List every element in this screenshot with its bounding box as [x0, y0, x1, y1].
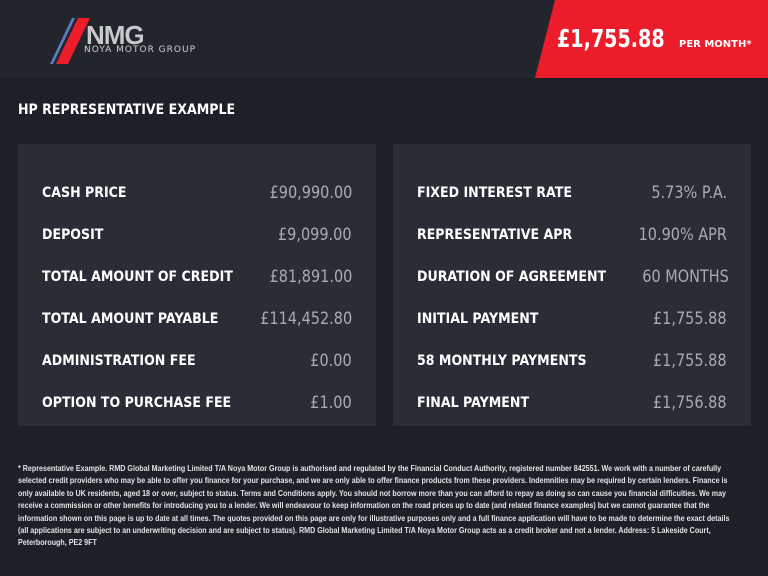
finance-value: £9,099.00	[278, 225, 352, 245]
finance-row: TOTAL AMOUNT PAYABLE £114,452.80	[18, 298, 376, 340]
finance-label: INITIAL PAYMENT	[417, 311, 539, 327]
finance-row: FINAL PAYMENT £1,756.88	[393, 382, 751, 424]
finance-label: DURATION OF AGREEMENT	[417, 269, 607, 285]
logo-subtext: NOYA MOTOR GROUP	[84, 45, 197, 55]
finance-label: REPRESENTATIVE APR	[417, 227, 573, 243]
logo-stripes-icon	[50, 18, 90, 64]
finance-label: CASH PRICE	[42, 185, 127, 201]
finance-value: 10.90% APR	[638, 225, 727, 245]
finance-value: £1,756.88	[653, 393, 727, 413]
header-bar: NMG NOYA MOTOR GROUP £1,755.88 PER MONTH…	[0, 0, 768, 78]
finance-label: OPTION TO PURCHASE FEE	[42, 395, 232, 411]
finance-row: CASH PRICE £90,990.00	[18, 172, 376, 214]
finance-value: £1.00	[310, 393, 352, 413]
finance-value: £90,990.00	[269, 183, 352, 203]
finance-label: TOTAL AMOUNT OF CREDIT	[42, 269, 233, 285]
logo-text: NMG	[86, 20, 145, 50]
finance-row: DEPOSIT £9,099.00	[18, 214, 376, 256]
finance-row: DURATION OF AGREEMENT 60 MONTHS	[393, 256, 751, 298]
finance-value: 60 MONTHS	[642, 267, 729, 287]
finance-value: £1,755.88	[653, 309, 727, 329]
finance-label: TOTAL AMOUNT PAYABLE	[42, 311, 219, 327]
finance-row: INITIAL PAYMENT £1,755.88	[393, 298, 751, 340]
logo[interactable]: NMG NOYA MOTOR GROUP	[46, 14, 226, 64]
finance-label: ADMINISTRATION FEE	[42, 353, 196, 369]
finance-row: OPTION TO PURCHASE FEE £1.00	[18, 382, 376, 424]
section-title: HP REPRESENTATIVE EXAMPLE	[18, 102, 236, 118]
finance-label: FIXED INTEREST RATE	[417, 185, 572, 201]
finance-value: £81,891.00	[269, 267, 352, 287]
finance-label: FINAL PAYMENT	[417, 395, 530, 411]
left-finance-panel: CASH PRICE £90,990.00 DEPOSIT £9,099.00 TOTA…	[18, 144, 376, 426]
finance-value: £0.00	[310, 351, 352, 371]
finance-label: 58 MONTHLY PAYMENTS	[417, 353, 587, 369]
finance-row: REPRESENTATIVE APR 10.90% APR	[393, 214, 751, 256]
monthly-price-banner: £1,755.88 PER MONTH*	[535, 0, 768, 78]
disclaimer-text: * Representative Example. RMD Global Mar…	[18, 463, 730, 548]
per-month-label: PER MONTH*	[679, 39, 752, 50]
right-finance-panel: FIXED INTEREST RATE 5.73% P.A. REPRESENTAT…	[393, 144, 751, 426]
finance-value: £1,755.88	[653, 351, 727, 371]
finance-value: 5.73% P.A.	[651, 183, 727, 203]
finance-row: ADMINISTRATION FEE £0.00	[18, 340, 376, 382]
finance-row: 58 MONTHLY PAYMENTS £1,755.88	[393, 340, 751, 382]
finance-row: TOTAL AMOUNT OF CREDIT £81,891.00	[18, 256, 376, 298]
finance-value: £114,452.80	[260, 309, 352, 329]
monthly-price: £1,755.88	[557, 24, 665, 53]
finance-row: FIXED INTEREST RATE 5.73% P.A.	[393, 172, 751, 214]
finance-label: DEPOSIT	[42, 227, 104, 243]
